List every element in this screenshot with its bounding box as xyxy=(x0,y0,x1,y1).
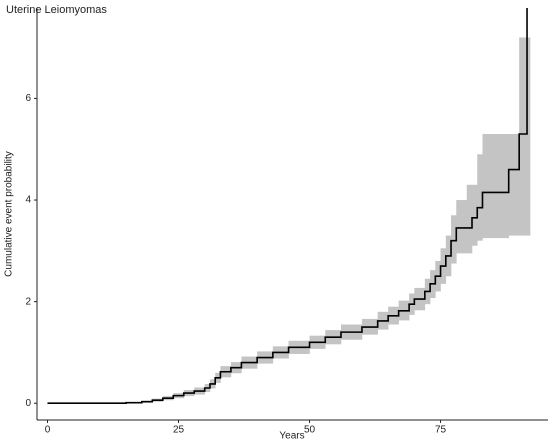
confidence-band xyxy=(472,184,478,246)
x-tick-label: 25 xyxy=(173,425,185,436)
y-tick-label: 0 xyxy=(25,398,31,409)
y-tick-label: 4 xyxy=(25,195,31,206)
x-tick-label: 50 xyxy=(304,425,316,436)
confidence-band xyxy=(527,37,531,236)
y-tick-label: 2 xyxy=(25,296,31,307)
plot-area xyxy=(47,8,531,405)
confidence-band xyxy=(451,215,457,264)
x-tick-label: 0 xyxy=(45,425,51,436)
y-tick-label: 6 xyxy=(25,93,31,104)
confidence-band xyxy=(477,154,483,241)
x-tick-label: 75 xyxy=(435,425,447,436)
confidence-band xyxy=(498,133,509,239)
confidence-band xyxy=(519,37,528,236)
confidence-band xyxy=(456,200,468,254)
chart-title: Uterine Leiomyomas xyxy=(6,4,107,16)
confidence-band xyxy=(508,133,520,236)
y-axis-label: Cumulative event probability xyxy=(4,151,15,277)
confidence-band xyxy=(482,133,499,239)
cumulative-curve xyxy=(47,8,528,405)
confidence-band xyxy=(466,184,473,254)
x-axis-label: Years xyxy=(279,431,304,442)
